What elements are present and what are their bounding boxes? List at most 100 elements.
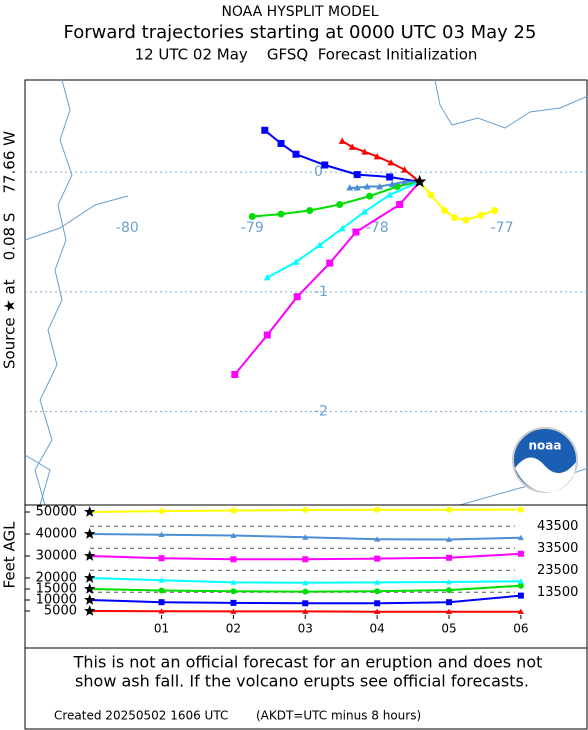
marker	[446, 608, 453, 615]
marker	[366, 192, 374, 200]
start-star	[84, 528, 96, 539]
marker	[338, 137, 346, 144]
marker	[336, 201, 344, 209]
lat-label: -1	[314, 284, 328, 300]
disclaimer: This is not an official forecast for an …	[73, 653, 543, 672]
marker	[491, 206, 499, 214]
subtitle: Forward trajectories starting at 0000 UT…	[64, 22, 537, 43]
marker	[230, 599, 237, 606]
lat-label: 0	[314, 164, 323, 180]
marker	[446, 554, 453, 561]
marker	[230, 532, 237, 538]
ref-label: 23500	[537, 563, 578, 578]
lon-label: -77	[491, 220, 514, 236]
created: Created 20250502 1606 UTC	[54, 709, 228, 723]
marker	[302, 579, 309, 586]
start-star	[84, 550, 96, 561]
marker	[277, 139, 285, 147]
disclaimer: show ash fall. If the volcano erupts see…	[75, 672, 529, 691]
marker	[374, 536, 381, 542]
ref-label: 13500	[537, 585, 578, 600]
y-tick-label: 10000	[36, 593, 77, 608]
y-axis-label: Feet AGL	[1, 521, 19, 589]
marker	[388, 180, 396, 187]
x-tick-label: 05	[441, 622, 456, 636]
marker	[361, 208, 369, 215]
marker	[374, 579, 381, 585]
marker	[353, 171, 361, 179]
source-label: Source ★ at 0.08 S 77.66 W	[1, 131, 19, 369]
marker	[446, 506, 453, 513]
marker	[401, 166, 409, 173]
ref-label: 43500	[537, 519, 578, 534]
marker	[230, 556, 237, 563]
marker	[387, 159, 395, 166]
marker	[263, 331, 271, 339]
start-star	[84, 605, 96, 616]
marker	[261, 126, 269, 134]
marker	[316, 241, 324, 249]
marker	[292, 150, 300, 158]
ref-label: 33500	[537, 541, 578, 556]
marker	[158, 555, 165, 562]
marker	[386, 191, 394, 198]
marker	[396, 201, 404, 209]
marker	[517, 578, 524, 584]
border	[434, 79, 588, 129]
marker	[230, 507, 237, 514]
start-star	[84, 572, 96, 583]
marker	[292, 258, 300, 265]
marker	[230, 588, 237, 595]
marker	[158, 508, 165, 515]
marker	[248, 212, 256, 220]
marker	[477, 211, 485, 219]
marker	[302, 534, 309, 540]
marker	[230, 608, 237, 614]
y-tick-label: 50000	[36, 505, 77, 520]
marker	[517, 592, 524, 599]
marker	[401, 178, 409, 185]
y-tick-label: 40000	[36, 527, 77, 542]
marker	[302, 588, 309, 595]
marker	[326, 259, 334, 267]
x-tick-label: 01	[154, 622, 169, 636]
y-tick-label: 5000	[44, 604, 77, 619]
marker	[446, 587, 453, 594]
marker	[517, 608, 524, 615]
coastline	[24, 454, 51, 506]
marker	[376, 183, 384, 190]
marker	[446, 578, 453, 585]
marker	[231, 371, 239, 379]
x-tick-label: 06	[513, 622, 528, 636]
marker	[451, 214, 459, 222]
start-star	[84, 583, 96, 594]
marker	[302, 608, 309, 614]
x-tick-label: 04	[370, 622, 385, 636]
marker	[517, 506, 524, 513]
marker	[293, 293, 301, 301]
marker	[302, 556, 309, 563]
marker	[158, 599, 165, 606]
marker	[517, 534, 524, 541]
marker	[277, 210, 285, 218]
marker	[462, 216, 470, 224]
marker	[517, 550, 524, 557]
logo-text: noaa	[529, 439, 562, 453]
title: NOAA HYSPLIT MODEL	[221, 4, 378, 20]
marker	[158, 531, 165, 538]
lat-label: -2	[314, 404, 328, 420]
marker	[393, 183, 401, 191]
lon-label: -78	[366, 220, 389, 236]
marker	[517, 582, 524, 589]
marker	[374, 608, 381, 615]
border	[24, 195, 129, 241]
marker	[441, 206, 449, 214]
marker	[263, 274, 271, 281]
lon-label: -79	[241, 220, 264, 236]
y-tick-label: 15000	[36, 582, 77, 597]
footer-frame	[24, 647, 588, 730]
marker	[230, 579, 237, 585]
marker	[363, 183, 371, 190]
